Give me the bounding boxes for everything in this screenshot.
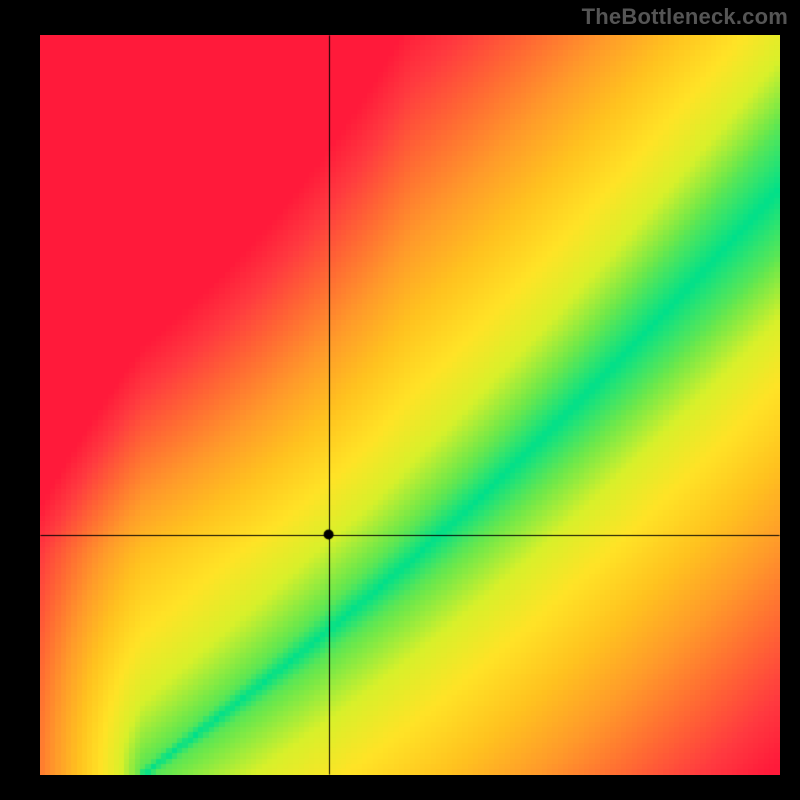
heatmap-canvas bbox=[40, 35, 780, 775]
watermark-text: TheBottleneck.com bbox=[582, 4, 788, 30]
